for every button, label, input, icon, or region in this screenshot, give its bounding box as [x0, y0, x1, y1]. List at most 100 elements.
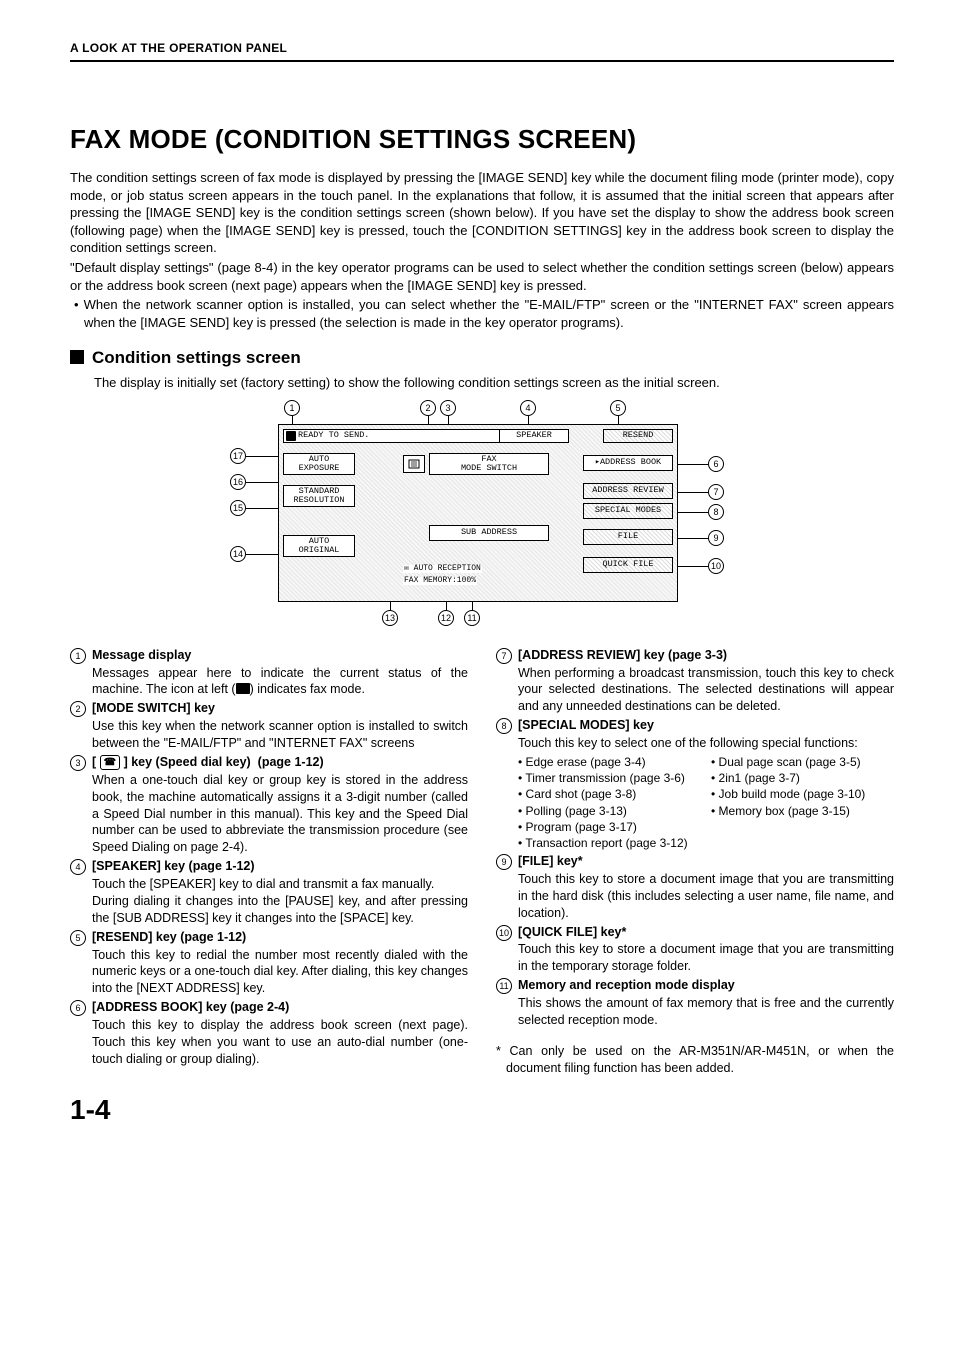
desc-item-2: 2 [MODE SWITCH] keyUse this key when the … [70, 700, 468, 752]
item-number: 2 [70, 701, 86, 717]
list-item: • Card shot (page 3-8) [518, 786, 701, 802]
quick-file-key[interactable]: QUICK FILE [583, 557, 673, 573]
item-text: Touch the [SPEAKER] key to dial and tran… [92, 876, 468, 927]
list-item: • Edge erase (page 3-4) [518, 754, 701, 770]
item-text: Messages appear here to indicate the cur… [92, 665, 468, 699]
fax-icon [286, 431, 296, 441]
callout-5: 5 [610, 400, 626, 416]
item-title: Message display [92, 647, 468, 664]
item-text: Touch this key to redial the number most… [92, 947, 468, 998]
touch-panel: READY TO SEND. SPEAKER RESEND FAX MODE S… [278, 424, 678, 602]
fax-mode-icon [236, 683, 250, 694]
page-header: A LOOK AT THE OPERATION PANEL [70, 40, 894, 62]
item-text: Touch this key to display the address bo… [92, 1017, 468, 1068]
item-title: [SPECIAL MODES] key [518, 717, 894, 734]
resolution-key[interactable]: STANDARDRESOLUTION [283, 485, 355, 507]
list-item: • Transaction report (page 3-12) [518, 835, 894, 851]
intro-p2: "Default display settings" (page 8-4) in… [70, 259, 894, 294]
callout-6: 6 [708, 456, 724, 472]
item-number: 7 [496, 648, 512, 664]
item-title: [SPEAKER] key (page 1-12) [92, 858, 468, 875]
desc-item-1: 1 Message displayMessages appear here to … [70, 647, 468, 699]
reception-icon: ✉ [404, 564, 409, 573]
callout-7: 7 [708, 484, 724, 500]
list-item: • 2in1 (page 3-7) [711, 770, 894, 786]
list-item: • Dual page scan (page 3-5) [711, 754, 894, 770]
item-title: [FILE] key* [518, 853, 894, 870]
item-number: 1 [70, 648, 86, 664]
item-text: When a one-touch dial key or group key i… [92, 772, 468, 856]
item-text: This shows the amount of fax memory that… [518, 995, 894, 1029]
exposure-key[interactable]: AUTOEXPOSURE [283, 453, 355, 475]
resend-key[interactable]: RESEND [603, 429, 673, 443]
callout-9: 9 [708, 530, 724, 546]
item-number: 10 [496, 925, 512, 941]
callout-10: 10 [708, 558, 724, 574]
item-text: Touch this key to store a document image… [518, 871, 894, 922]
callout-11: 11 [464, 610, 480, 626]
condition-settings-diagram: 1 2 3 4 5 6 7 8 9 10 17 16 15 14 13 12 1… [222, 400, 742, 635]
desc-item-8: 8 [SPECIAL MODES] keyTouch this key to se… [496, 717, 894, 851]
special-modes-key[interactable]: SPECIAL MODES [583, 503, 673, 519]
item-title: [QUICK FILE] key* [518, 924, 894, 941]
speaker-key[interactable]: SPEAKER [499, 429, 569, 443]
item-text: Touch this key to store a document image… [518, 941, 894, 975]
description-columns: 1 Message displayMessages appear here to … [70, 647, 894, 1077]
intro-bullet: • When the network scanner option is ins… [70, 296, 894, 331]
sub-address-key[interactable]: SUB ADDRESS [429, 525, 549, 541]
callout-2: 2 [420, 400, 436, 416]
callout-13: 13 [382, 610, 398, 626]
item-title: [RESEND] key (page 1-12) [92, 929, 468, 946]
callout-4: 4 [520, 400, 536, 416]
intro-block: The condition settings screen of fax mod… [70, 169, 894, 331]
desc-item-10: 10 [QUICK FILE] key*Touch this key to sto… [496, 924, 894, 976]
page-title: FAX MODE (CONDITION SETTINGS SCREEN) [70, 122, 894, 157]
callout-14: 14 [230, 546, 246, 562]
item-text: When performing a broadcast transmission… [518, 665, 894, 716]
square-bullet-icon [70, 348, 84, 371]
intro-p1: The condition settings screen of fax mod… [70, 169, 894, 257]
section-heading: Condition settings screen [70, 347, 894, 371]
callout-3: 3 [440, 400, 456, 416]
item-number: 5 [70, 930, 86, 946]
item-number: 8 [496, 718, 512, 734]
desc-item-9: 9 [FILE] key*Touch this key to store a do… [496, 853, 894, 922]
callout-16: 16 [230, 474, 246, 490]
fax-memory-label: FAX MEMORY:100% [403, 577, 477, 586]
callout-8: 8 [708, 504, 724, 520]
callout-12: 12 [438, 610, 454, 626]
list-item: • Memory box (page 3-15) [711, 803, 894, 819]
item-number: 11 [496, 978, 512, 994]
item-title: [ ☎ ] key (Speed dial key) (page 1-12) [92, 754, 468, 771]
item-title: [ADDRESS REVIEW] key (page 3-3) [518, 647, 894, 664]
message-bar: READY TO SEND. [283, 429, 529, 443]
original-key[interactable]: AUTOORIGINAL [283, 535, 355, 557]
callout-17: 17 [230, 448, 246, 464]
desc-item-3: 3 [ ☎ ] key (Speed dial key) (page 1-12)W… [70, 754, 468, 856]
list-item: • Program (page 3-17) [518, 819, 894, 835]
item-title: [ADDRESS BOOK] key (page 2-4) [92, 999, 468, 1016]
mode-switch-key[interactable]: FAX MODE SWITCH [429, 453, 549, 475]
item-text: Touch this key to select one of the foll… [518, 735, 894, 752]
speed-dial-key[interactable] [403, 455, 425, 473]
desc-item-7: 7 [ADDRESS REVIEW] key (page 3-3)When per… [496, 647, 894, 716]
address-review-key[interactable]: ADDRESS REVIEW [583, 483, 673, 499]
section-subdesc: The display is initially set (factory se… [70, 374, 894, 392]
item-text: Use this key when the network scanner op… [92, 718, 468, 752]
speed-dial-icon: ☎ [100, 755, 120, 771]
special-modes-list: • Edge erase (page 3-4) • Dual page scan … [518, 754, 894, 851]
item-number: 3 [70, 755, 86, 771]
item-number: 9 [496, 854, 512, 870]
desc-item-5: 5 [RESEND] key (page 1-12)Touch this key … [70, 929, 468, 998]
item-title: Memory and reception mode display [518, 977, 894, 994]
file-key[interactable]: FILE [583, 529, 673, 545]
desc-item-6: 6[ADDRESS BOOK] key (page 2-4)Touch this… [70, 999, 468, 1068]
item-number: 4 [70, 859, 86, 875]
item-title: [MODE SWITCH] key [92, 700, 468, 717]
auto-reception-label: ✉ AUTO RECEPTION [403, 565, 482, 574]
list-item: • Timer transmission (page 3-6) [518, 770, 701, 786]
desc-item-11: 11 Memory and reception mode displayThis … [496, 977, 894, 1029]
callout-1: 1 [284, 400, 300, 416]
address-book-key[interactable]: ▸ ADDRESS BOOK [583, 455, 673, 471]
footnote: * Can only be used on the AR-M351N/AR-M4… [496, 1043, 894, 1077]
